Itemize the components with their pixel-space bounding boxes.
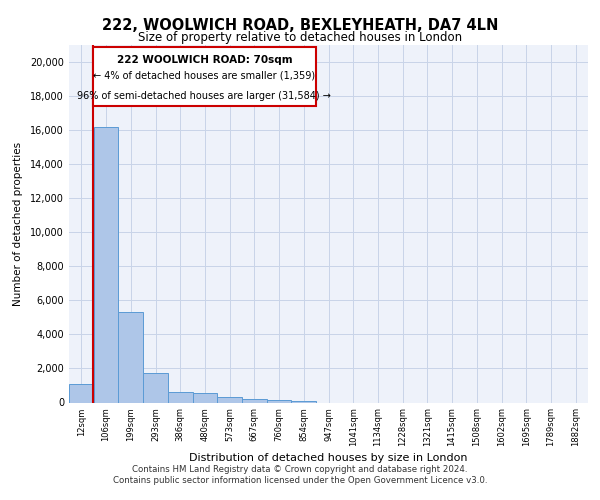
Bar: [242, 399, 267, 402]
Bar: [267, 400, 292, 402]
Text: Size of property relative to detached houses in London: Size of property relative to detached ho…: [138, 31, 462, 44]
Y-axis label: Number of detached properties: Number of detached properties: [13, 142, 23, 306]
Bar: [94, 126, 118, 402]
Text: 222 WOOLWICH ROAD: 70sqm: 222 WOOLWICH ROAD: 70sqm: [116, 55, 292, 65]
Bar: [118, 312, 143, 402]
Bar: [193, 393, 217, 402]
Text: Contains public sector information licensed under the Open Government Licence v3: Contains public sector information licen…: [113, 476, 487, 485]
Bar: [217, 396, 242, 402]
Bar: [292, 401, 316, 402]
Text: 222, WOOLWICH ROAD, BEXLEYHEATH, DA7 4LN: 222, WOOLWICH ROAD, BEXLEYHEATH, DA7 4LN: [102, 18, 498, 32]
FancyBboxPatch shape: [93, 46, 316, 106]
Text: 96% of semi-detached houses are larger (31,584) →: 96% of semi-detached houses are larger (…: [77, 90, 331, 101]
Bar: [143, 372, 168, 402]
Text: Contains HM Land Registry data © Crown copyright and database right 2024.: Contains HM Land Registry data © Crown c…: [132, 465, 468, 474]
Text: ← 4% of detached houses are smaller (1,359): ← 4% of detached houses are smaller (1,3…: [94, 70, 316, 81]
Bar: [168, 392, 193, 402]
X-axis label: Distribution of detached houses by size in London: Distribution of detached houses by size …: [189, 454, 468, 464]
Bar: [69, 384, 94, 402]
